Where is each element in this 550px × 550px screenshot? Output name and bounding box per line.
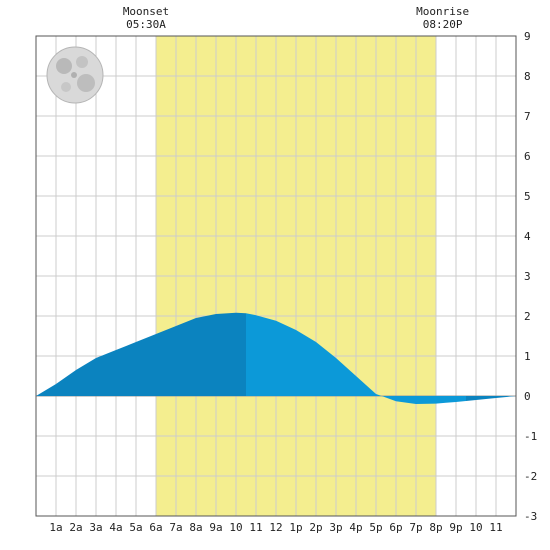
x-tick-label: 5p [369,521,382,534]
tide-area-rising [36,312,246,396]
tide-area-falling [246,313,466,404]
moonset-time: 05:30A [126,18,166,31]
y-tick-label: 6 [524,150,531,163]
x-tick-label: 12 [269,521,282,534]
x-tick-label: 6a [149,521,162,534]
y-tick-label: -1 [524,430,537,443]
moonset-label: Moonset [123,5,169,18]
x-tick-label: 11 [249,521,262,534]
y-tick-label: 0 [524,390,531,403]
x-tick-label: 7a [169,521,182,534]
y-tick-label: -2 [524,470,537,483]
moonrise-label: Moonrise [416,5,469,18]
x-tick-label: 10 [469,521,482,534]
x-tick-label: 2a [69,521,82,534]
y-tick-label: 1 [524,350,531,363]
y-tick-label: 2 [524,310,531,323]
x-tick-label: 7p [409,521,422,534]
x-tick-label: 6p [389,521,402,534]
x-tick-label: 5a [129,521,142,534]
x-tick-label: 3a [89,521,102,534]
y-tick-label: 9 [524,30,531,43]
x-tick-label: 10 [229,521,242,534]
x-tick-label: 8a [189,521,202,534]
moonrise-time: 08:20P [423,18,463,31]
plot-frame [35,35,517,517]
y-tick-label: 4 [524,230,531,243]
x-tick-label: 8p [429,521,442,534]
x-tick-label: 11 [489,521,502,534]
x-tick-label: 1p [289,521,302,534]
x-tick-label: 9p [449,521,462,534]
x-tick-label: 3p [329,521,342,534]
y-tick-label: 5 [524,190,531,203]
x-tick-label: 4p [349,521,362,534]
y-tick-label: 8 [524,70,531,83]
x-tick-label: 9a [209,521,222,534]
tide-area-rising-late [466,396,516,401]
y-tick-label: 3 [524,270,531,283]
x-tick-label: 1a [49,521,62,534]
x-tick-label: 4a [109,521,122,534]
full-moon-icon [46,46,104,104]
y-tick-label: -3 [524,510,537,523]
y-tick-label: 7 [524,110,531,123]
x-tick-label: 2p [309,521,322,534]
